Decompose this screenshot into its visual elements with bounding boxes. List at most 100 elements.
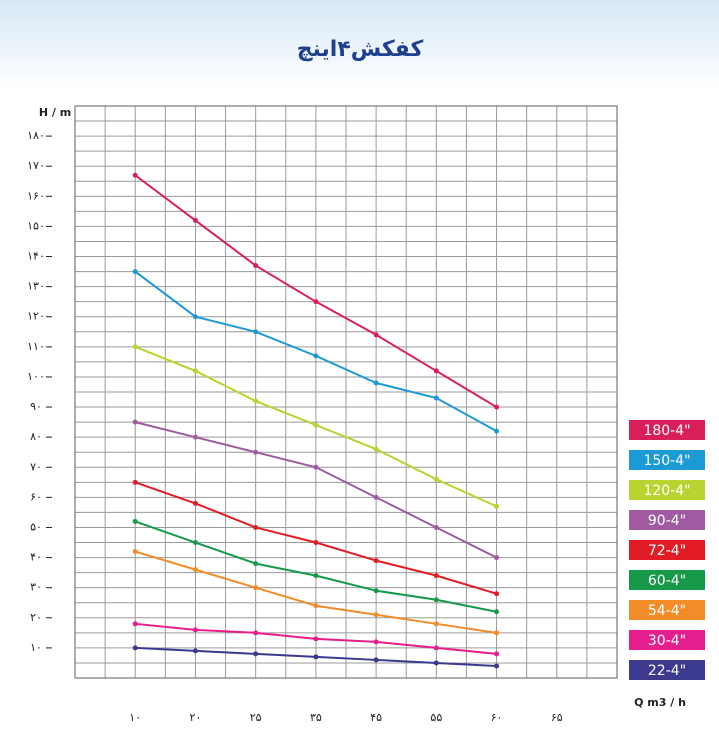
y-tick-label: ۱۰ [30, 641, 42, 654]
data-point [313, 422, 319, 428]
data-point [494, 663, 500, 669]
y-tick-label: ۱۰۰ [27, 370, 45, 383]
y-tick-label: ۳۰ [30, 581, 42, 594]
data-point [192, 567, 198, 573]
legend-label: 54-4" [648, 603, 686, 619]
data-point [253, 398, 259, 404]
data-point [192, 314, 198, 320]
y-tick-label: ۱۱۰ [27, 340, 45, 353]
plot-frame [74, 105, 618, 679]
data-point [373, 657, 379, 663]
data-point [494, 428, 500, 434]
data-point [192, 627, 198, 633]
data-point [494, 630, 500, 636]
data-point [132, 172, 138, 178]
x-tick-label: ۵۵ [430, 711, 442, 724]
data-point [313, 464, 319, 470]
data-point [132, 621, 138, 627]
x-axis-label: Q m3 / h [634, 696, 686, 709]
data-point [253, 630, 259, 636]
data-point [192, 500, 198, 506]
y-tick-label: ۶۰ [30, 490, 42, 503]
data-point [433, 660, 439, 666]
data-point [373, 494, 379, 500]
data-point [373, 558, 379, 564]
data-point [132, 479, 138, 485]
data-point [253, 524, 259, 530]
data-point [373, 612, 379, 618]
y-tick-label: ۱۷۰ [27, 159, 45, 172]
data-point [494, 503, 500, 509]
data-point [433, 573, 439, 579]
y-tick-label: ۱۲۰ [27, 310, 45, 323]
legend-swatch [629, 540, 705, 560]
legend-swatch [629, 420, 705, 440]
data-point [373, 639, 379, 645]
legend-label: 60-4" [648, 573, 686, 589]
data-point [433, 645, 439, 651]
data-point [433, 476, 439, 482]
legend-swatch [629, 480, 705, 500]
data-point [253, 561, 259, 567]
x-tick-label: ۲۵ [250, 711, 262, 724]
legend-swatch [629, 510, 705, 530]
data-point [373, 380, 379, 386]
data-point [313, 353, 319, 359]
data-point [373, 332, 379, 338]
legend-swatch [629, 570, 705, 590]
y-tick-label: ۱۳۰ [27, 280, 45, 293]
x-tick-label: ۶۰ [491, 711, 503, 724]
y-tick-label: ۲۰ [30, 611, 42, 624]
data-point [313, 299, 319, 305]
data-point [132, 269, 138, 275]
header-background [0, 0, 719, 90]
y-tick-label: ۱۵۰ [27, 219, 45, 232]
data-point [132, 344, 138, 350]
data-point [253, 263, 259, 269]
data-point [132, 549, 138, 555]
x-tick-label: ۲۰ [190, 711, 202, 724]
legend-label: 30-4" [648, 633, 686, 649]
data-point [253, 449, 259, 455]
data-point [494, 609, 500, 615]
data-point [373, 588, 379, 594]
y-tick-label: ۱۸۰ [27, 129, 45, 142]
data-point [433, 621, 439, 627]
legend-swatch [629, 660, 705, 680]
legend-label: 120-4" [643, 483, 690, 499]
legend-label: 90-4" [648, 513, 686, 529]
data-point [313, 540, 319, 546]
data-point [433, 368, 439, 374]
data-point [494, 591, 500, 597]
data-point [192, 434, 198, 440]
y-tick-label: ۸۰ [30, 430, 42, 443]
data-point [313, 603, 319, 609]
x-tick-label: ۴۵ [370, 711, 382, 724]
data-point [132, 518, 138, 524]
y-tick-label: ۵۰ [30, 520, 42, 533]
data-point [192, 217, 198, 223]
data-point [313, 636, 319, 642]
legend-label: 180-4" [643, 423, 690, 439]
legend-swatch [629, 600, 705, 620]
data-point [373, 446, 379, 452]
legend-label: 22-4" [648, 663, 686, 679]
data-point [433, 395, 439, 401]
legend-label: 72-4" [648, 543, 686, 559]
legend-label: 150-4" [643, 453, 690, 469]
y-tick-label: ۷۰ [30, 460, 42, 473]
x-tick-label: ۳۵ [310, 711, 322, 724]
data-point [132, 645, 138, 651]
data-point [494, 404, 500, 410]
data-point [253, 585, 259, 591]
data-point [192, 648, 198, 654]
y-axis-label: H / m [39, 106, 71, 119]
data-point [433, 524, 439, 530]
data-point [253, 651, 259, 657]
data-point [192, 368, 198, 374]
x-tick-label: ۱۰ [129, 711, 141, 724]
data-point [192, 540, 198, 546]
data-point [313, 654, 319, 660]
legend-swatch [629, 450, 705, 470]
data-point [313, 573, 319, 579]
